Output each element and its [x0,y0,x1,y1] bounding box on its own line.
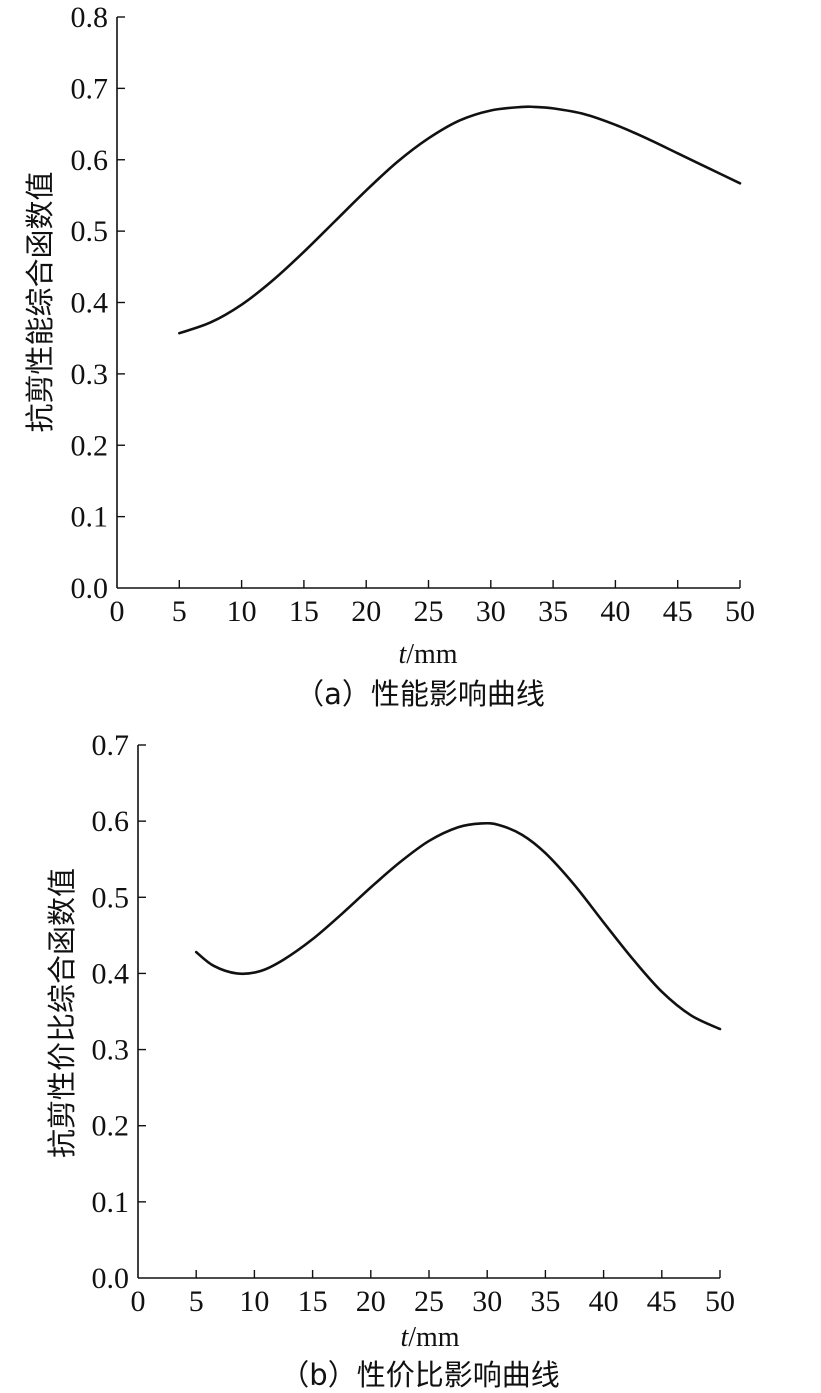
x-tick-label: 45 [647,1285,677,1318]
y-tick-label: 0.0 [71,572,109,605]
x-tick-label: 40 [600,595,630,628]
x-tick-label: 50 [705,1285,735,1318]
y-tick-label: 0.8 [71,1,109,34]
y-axis-label: 抗剪性价比综合函数值 [45,868,79,1158]
x-tick-label: 40 [589,1285,619,1318]
x-tick-label: 25 [414,1285,444,1318]
x-tick-label: 30 [476,595,506,628]
y-tick-label: 0.5 [71,215,109,248]
chart-panel-b: 0 5 10 15 20 25 30 35 40 45 50 0.00.10.20.30.40.50… [45,729,735,1392]
x-ticks: 0 5 10 15 20 25 30 35 40 45 50 [110,580,755,628]
x-tick-label: 25 [414,595,444,628]
series-line [194,821,722,1031]
y-tick-label: 0.2 [92,1110,130,1143]
x-axis-label-unit: /mm [406,639,458,670]
x-axis-label: t/mm [400,1322,459,1353]
x-tick-label: 10 [239,1285,269,1318]
x-axis-label: t/mm [398,639,457,670]
chart-caption: （a）性能影响曲线 [295,677,545,711]
x-tick-label: 15 [298,1285,328,1318]
y-tick-label: 0.2 [71,429,109,462]
x-tick-label: 35 [530,1285,560,1318]
x-tick-label: 5 [189,1285,204,1318]
x-ticks: 0 5 10 15 20 25 30 35 40 45 50 [131,1270,735,1318]
x-tick-label: 45 [663,595,693,628]
x-tick-label: 50 [725,595,755,628]
y-ticks: 0.0 0.1 0.2 0.3 0.4 0.5 0.6 0.7 0.8 [71,1,125,605]
x-axis-label-var: t [400,1322,409,1353]
y-tick-label: 0.6 [92,805,130,838]
x-tick-label: 10 [227,595,257,628]
y-tick-label: 0.5 [92,881,130,914]
y-ticks: 0.0 0.1 0.2 0.3 0.4 0.5 0.6 0.7 [92,729,146,1295]
y-tick-label: 0.3 [92,1034,130,1067]
y-tick-label: 0.6 [71,144,109,177]
y-axis-label: 抗剪性能综合函数值 [23,171,57,432]
y-tick-label: 0.7 [92,729,130,762]
y-tick-label: 0.4 [92,957,130,990]
x-tick-label: 20 [356,1285,386,1318]
x-tick-label: 15 [289,595,319,628]
x-axis-label-unit: /mm [408,1322,460,1353]
x-tick-label: 0 [131,1285,146,1318]
x-tick-label: 35 [538,595,568,628]
y-tick-label: 0.1 [71,501,109,534]
chart-panel-a: 0 5 10 15 20 25 30 35 40 45 50 0.00.10.20.30.40.50… [23,1,755,711]
series-line [178,105,742,335]
y-tick-label: 0.1 [92,1186,130,1219]
x-axis-label-var: t [398,639,407,670]
x-tick-label: 5 [172,595,187,628]
chart-caption: （b）性价比影响曲线 [280,1358,559,1392]
y-tick-label: 0.4 [71,287,109,320]
x-tick-label: 20 [351,595,381,628]
y-tick-label: 0.3 [71,358,109,391]
x-tick-label: 0 [110,595,125,628]
y-tick-label: 0.0 [92,1262,130,1295]
x-tick-label: 30 [472,1285,502,1318]
y-tick-label: 0.7 [71,72,109,105]
